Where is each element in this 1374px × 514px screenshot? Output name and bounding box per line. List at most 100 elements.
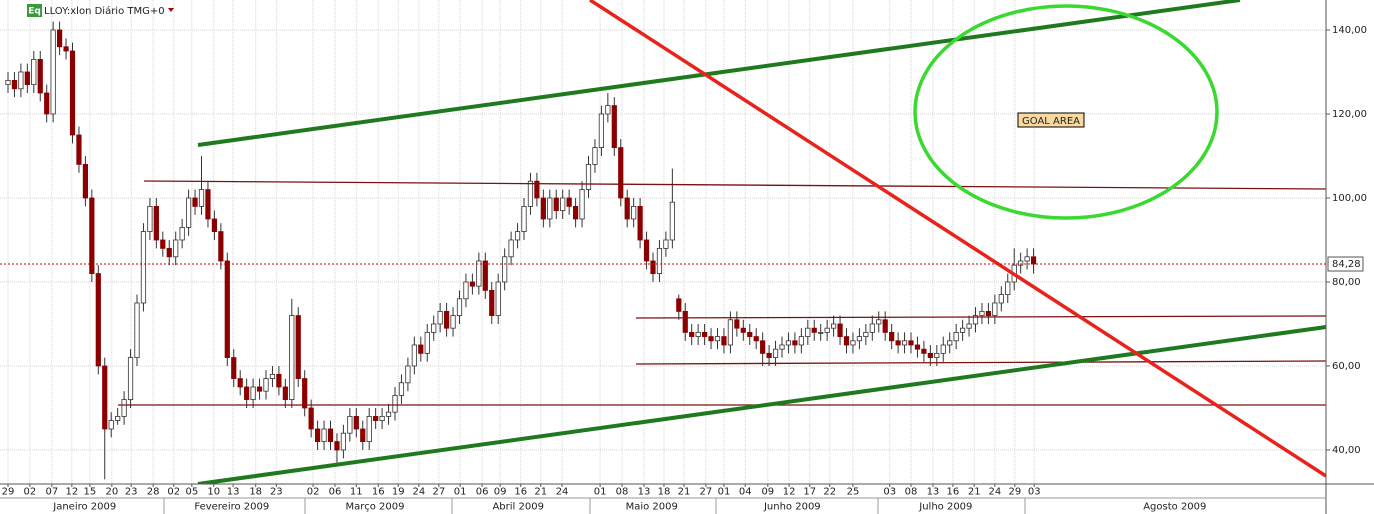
candle-body <box>418 344 424 354</box>
candle-body <box>940 344 946 354</box>
candle-body <box>56 29 63 48</box>
candle-body <box>76 134 82 165</box>
candle-body <box>579 189 585 220</box>
chart-title[interactable]: LLOY:xlon Diário TMG+0 <box>44 5 165 17</box>
x-tick-label: 29 <box>1008 487 1021 498</box>
candle-body <box>392 394 398 413</box>
candle-body <box>837 323 843 337</box>
annotation: GOAL AREA <box>1022 116 1080 127</box>
candle-body <box>856 336 863 342</box>
x-tick-label: 24 <box>988 487 1001 498</box>
annotation-box <box>1017 112 1085 128</box>
x-tick-label: 18 <box>249 487 262 498</box>
candle-body <box>31 58 37 85</box>
candle-body <box>676 298 682 312</box>
x-tick-label: 13 <box>227 487 240 498</box>
x-tick-label: 01 <box>594 487 607 498</box>
candle-body <box>811 327 817 333</box>
candle-body <box>437 310 443 325</box>
candle-body <box>373 415 379 421</box>
candle-body <box>211 218 217 232</box>
candle-body <box>108 420 114 430</box>
candle-body <box>921 348 927 354</box>
candle-body <box>650 260 656 274</box>
candle-body <box>669 201 675 241</box>
candle-body <box>682 310 688 333</box>
candle-body <box>308 407 314 430</box>
candle-body <box>366 415 372 442</box>
x-tick-label: 19 <box>392 487 405 498</box>
dropdown-arrow[interactable] <box>168 8 174 12</box>
candle-body <box>63 46 69 52</box>
x-tick-label: 01 <box>718 487 731 498</box>
candle-body <box>527 180 534 207</box>
candle-body <box>573 205 579 220</box>
badge: Eq <box>28 7 41 17</box>
x-tick-label: 17 <box>803 487 816 498</box>
candle-body <box>695 331 701 337</box>
candle-body <box>82 163 88 199</box>
candles <box>5 21 1037 480</box>
candle-body <box>482 260 488 291</box>
month-label: Junho 2009 <box>763 502 821 513</box>
candle-body <box>592 147 598 165</box>
axis-panel <box>0 484 1326 514</box>
goal-ellipse <box>913 4 1219 220</box>
candle-body <box>379 415 385 421</box>
candle-body <box>766 352 772 358</box>
candle-body <box>173 239 179 258</box>
candle-body <box>405 365 411 384</box>
x-tick-label: 08 <box>616 487 629 498</box>
candle-body <box>760 340 766 354</box>
candle-body <box>69 50 76 136</box>
x-tick-label: 20 <box>105 487 118 498</box>
x-tick-label: 11 <box>350 487 363 498</box>
y-tick-label: 60,00 <box>1332 361 1361 372</box>
x-tick-label: 12 <box>783 487 796 498</box>
candle-body <box>702 331 708 337</box>
candle-body <box>385 411 392 417</box>
candle-body <box>901 340 908 346</box>
candle-body <box>18 71 24 90</box>
candle-body <box>947 340 953 346</box>
x-tick-label: 23 <box>270 487 283 498</box>
month-label: Janeiro 2009 <box>52 502 116 513</box>
candle-body <box>463 281 469 300</box>
candle-body <box>805 327 811 337</box>
candle-body <box>495 281 501 316</box>
candle-body <box>502 256 508 283</box>
candle-body <box>605 105 611 115</box>
support-line <box>635 315 1327 319</box>
support-line <box>143 180 1327 190</box>
x-tick-label: 16 <box>372 487 385 498</box>
x-tick-label: 09 <box>494 487 507 498</box>
candle-body <box>121 399 127 417</box>
candle-body <box>585 163 592 190</box>
candle-body <box>631 205 637 220</box>
candle-body <box>979 310 985 316</box>
x-tick-label: 21 <box>678 487 691 498</box>
x-tick-label: 13 <box>927 487 940 498</box>
candle-body <box>1018 260 1024 266</box>
candle-body <box>289 315 295 400</box>
month-label: Julho 2009 <box>918 502 972 513</box>
x-tick-label: 02 <box>167 487 180 498</box>
y-tick-label: 40,00 <box>1332 445 1361 456</box>
candle-body <box>37 58 43 94</box>
candle-body <box>147 205 153 232</box>
x-tick-label: 16 <box>947 487 960 498</box>
candle-body <box>250 386 256 400</box>
candle-body <box>11 79 18 90</box>
candle-body <box>850 340 856 346</box>
candle-body <box>876 319 882 325</box>
candle-body <box>315 428 321 442</box>
x-tick-label: 24 <box>412 487 425 498</box>
candle-body <box>127 357 134 400</box>
y-tick-label: 100,00 <box>1332 193 1367 204</box>
x-tick-label: 02 <box>24 487 37 498</box>
candle-body <box>231 357 237 379</box>
candle-body <box>89 197 95 274</box>
candle-body <box>882 319 888 333</box>
x-tick-label: 03 <box>883 487 896 498</box>
